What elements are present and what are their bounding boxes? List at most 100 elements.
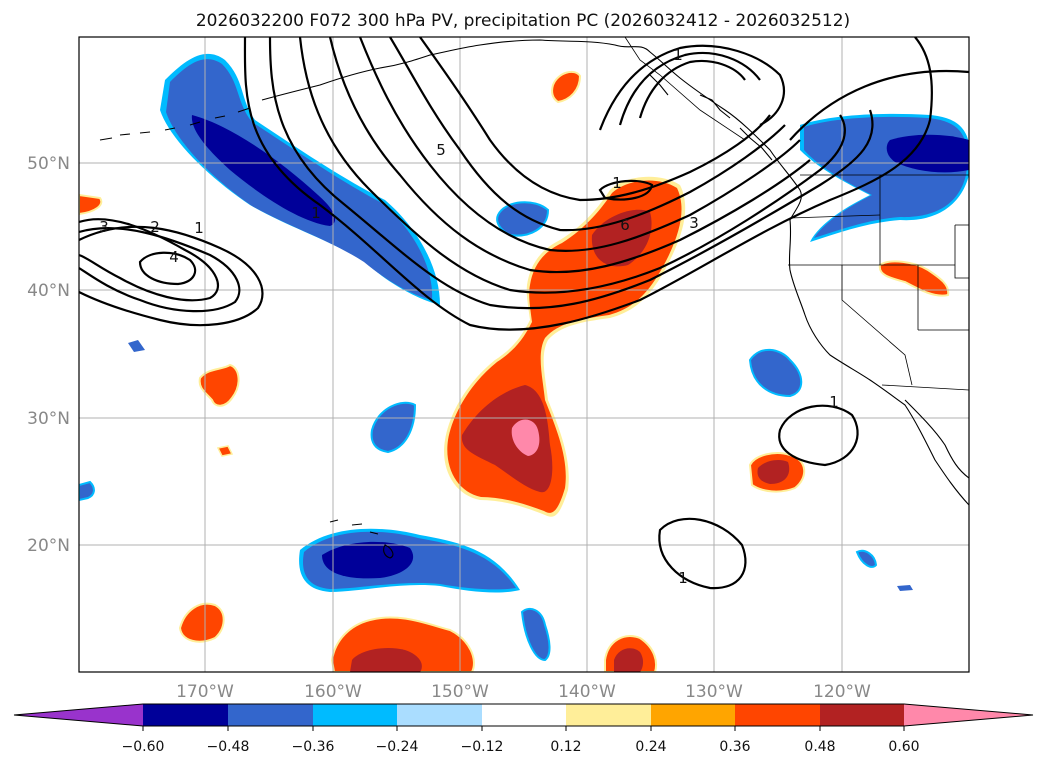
pos-anomaly-east-core (757, 460, 790, 484)
coastline-baja (904, 399, 969, 479)
pos-anomaly-nevada (878, 260, 950, 297)
colorbar-tick-labels: −0.60 −0.48 −0.36 −0.24 −0.12 0.12 0.24 … (122, 739, 920, 755)
colorbar-tick-label: −0.60 (122, 739, 165, 755)
colorbar-extend-min (14, 704, 143, 726)
lon-label: 150°W (431, 682, 489, 702)
pos-anomaly-main-core-south (461, 385, 553, 493)
neg-anomaly-small-2 (370, 401, 417, 454)
neg-anomaly-small-1 (496, 201, 550, 237)
colorbar-tick-label: −0.12 (461, 739, 504, 755)
pos-anomaly-south-2-core (350, 648, 422, 672)
pv-contour-w-4 (138, 251, 197, 286)
colorbar: −0.60 −0.48 −0.36 −0.24 −0.12 0.12 0.24 … (13, 703, 1034, 755)
colorbar-bin (397, 704, 482, 726)
neg-anomaly-hawaii-min (322, 541, 414, 579)
pv-contour-w-3 (79, 218, 220, 302)
pv-contours (79, 37, 969, 590)
pv-label: 1 (194, 219, 204, 237)
pv-contour-ne-1 (789, 69, 969, 141)
pv-label: 5 (436, 141, 446, 159)
coastlines (99, 39, 969, 559)
pv-contour-jet-1 (243, 37, 933, 331)
gridlines (79, 37, 969, 672)
figure-title: 2026032200 F072 300 hPa PV, precipitatio… (196, 11, 850, 31)
border-alaska-canada (624, 37, 746, 141)
colorbar-tick-label: 0.12 (550, 739, 581, 755)
neg-anomaly-small-5 (79, 480, 95, 502)
lat-label: 30°N (27, 409, 70, 429)
lon-label: 160°W (304, 682, 362, 702)
colorbar-bin (566, 704, 651, 726)
coastline-west-us (788, 219, 969, 506)
neg-anomaly-small-4 (520, 607, 551, 662)
colorbar-tick-label: 0.60 (888, 739, 919, 755)
pos-anomaly-mid-west (198, 363, 240, 407)
lon-labels: 170°W 160°W 150°W 140°W 130°W 120°W (176, 682, 871, 702)
pos-anomaly-max (511, 419, 540, 456)
pv-label: 1 (678, 569, 688, 587)
pv-label: 2 (150, 218, 160, 236)
colorbar-ticks (142, 726, 905, 731)
colorbar-bin (228, 704, 313, 726)
pv-label: 1 (311, 204, 321, 222)
pv-contour-jet-6 (389, 37, 786, 232)
colorbar-tick-label: −0.24 (376, 739, 419, 755)
pv-contour-jet-9 (618, 51, 761, 126)
border-ca-nv (841, 265, 913, 386)
pv-label: 3 (689, 214, 699, 232)
colorbar-extend-max (904, 704, 1033, 726)
border-idaho (954, 224, 969, 279)
neg-anomaly-small-8 (128, 340, 145, 352)
precip-shading (79, 53, 969, 672)
pv-label: 4 (169, 248, 179, 266)
coastline-alaska (261, 39, 802, 221)
border-us-mexico (881, 384, 969, 391)
colorbar-bin (482, 704, 566, 726)
pv-contour-jet-2 (268, 37, 874, 310)
map-frame (78, 36, 970, 673)
coastline-hawaii (329, 519, 394, 559)
colorbar-bin (651, 704, 735, 726)
pv-contour-jet-5 (358, 37, 801, 252)
colorbar-tick-label: 0.48 (804, 739, 835, 755)
colorbar-bin (313, 704, 397, 726)
coastline-bc-islands (649, 74, 773, 161)
lon-label: 130°W (685, 682, 743, 702)
pv-contour-jet-10 (638, 59, 746, 119)
pv-contour-w-1 (79, 225, 264, 327)
neg-anomaly-small-3 (748, 348, 803, 398)
pv-contour-small-a (598, 179, 654, 201)
pos-anomaly-tiny (216, 445, 234, 457)
lon-label: 170°W (176, 682, 234, 702)
lat-label: 40°N (27, 281, 70, 301)
pv-label: 1 (829, 393, 839, 411)
lat-label: 50°N (27, 154, 70, 174)
pv-contour-jet-3 (298, 37, 846, 294)
pv-label: 3 (99, 218, 109, 236)
colorbar-bin (735, 704, 820, 726)
lat-label: 20°N (27, 536, 70, 556)
border-wa-or (789, 214, 881, 219)
pos-anomaly-gulf (551, 70, 582, 104)
lat-labels: 50°N 40°N 30°N 20°N (27, 154, 70, 556)
pv-contour-jet-7 (419, 37, 771, 202)
border-nv-ca-diag (917, 265, 969, 331)
pos-anomaly-south-3-core (614, 648, 644, 672)
pv-contour-labels: 3 2 1 4 1 5 1 6 3 1 1 1 (99, 46, 839, 587)
pv-contour-east-1 (778, 404, 859, 467)
pv-contour-jet-8 (598, 44, 785, 131)
colorbar-bin (143, 704, 228, 726)
colorbar-tick-label: −0.36 (292, 739, 335, 755)
pv-contour-jet-4 (328, 37, 811, 274)
pv-label: 1 (612, 174, 622, 192)
colorbar-tick-label: 0.24 (635, 739, 666, 755)
lon-label: 120°W (813, 682, 871, 702)
pv-label: 1 (673, 46, 683, 64)
coastline-aleutians (99, 107, 251, 141)
neg-anomaly-small-6 (855, 549, 878, 568)
map-panel: 3 2 1 4 1 5 1 6 3 1 1 1 50°N 40°N 30°N 2… (27, 36, 970, 702)
pos-anomaly-south-1 (178, 602, 225, 643)
colorbar-tick-label: −0.48 (207, 739, 250, 755)
